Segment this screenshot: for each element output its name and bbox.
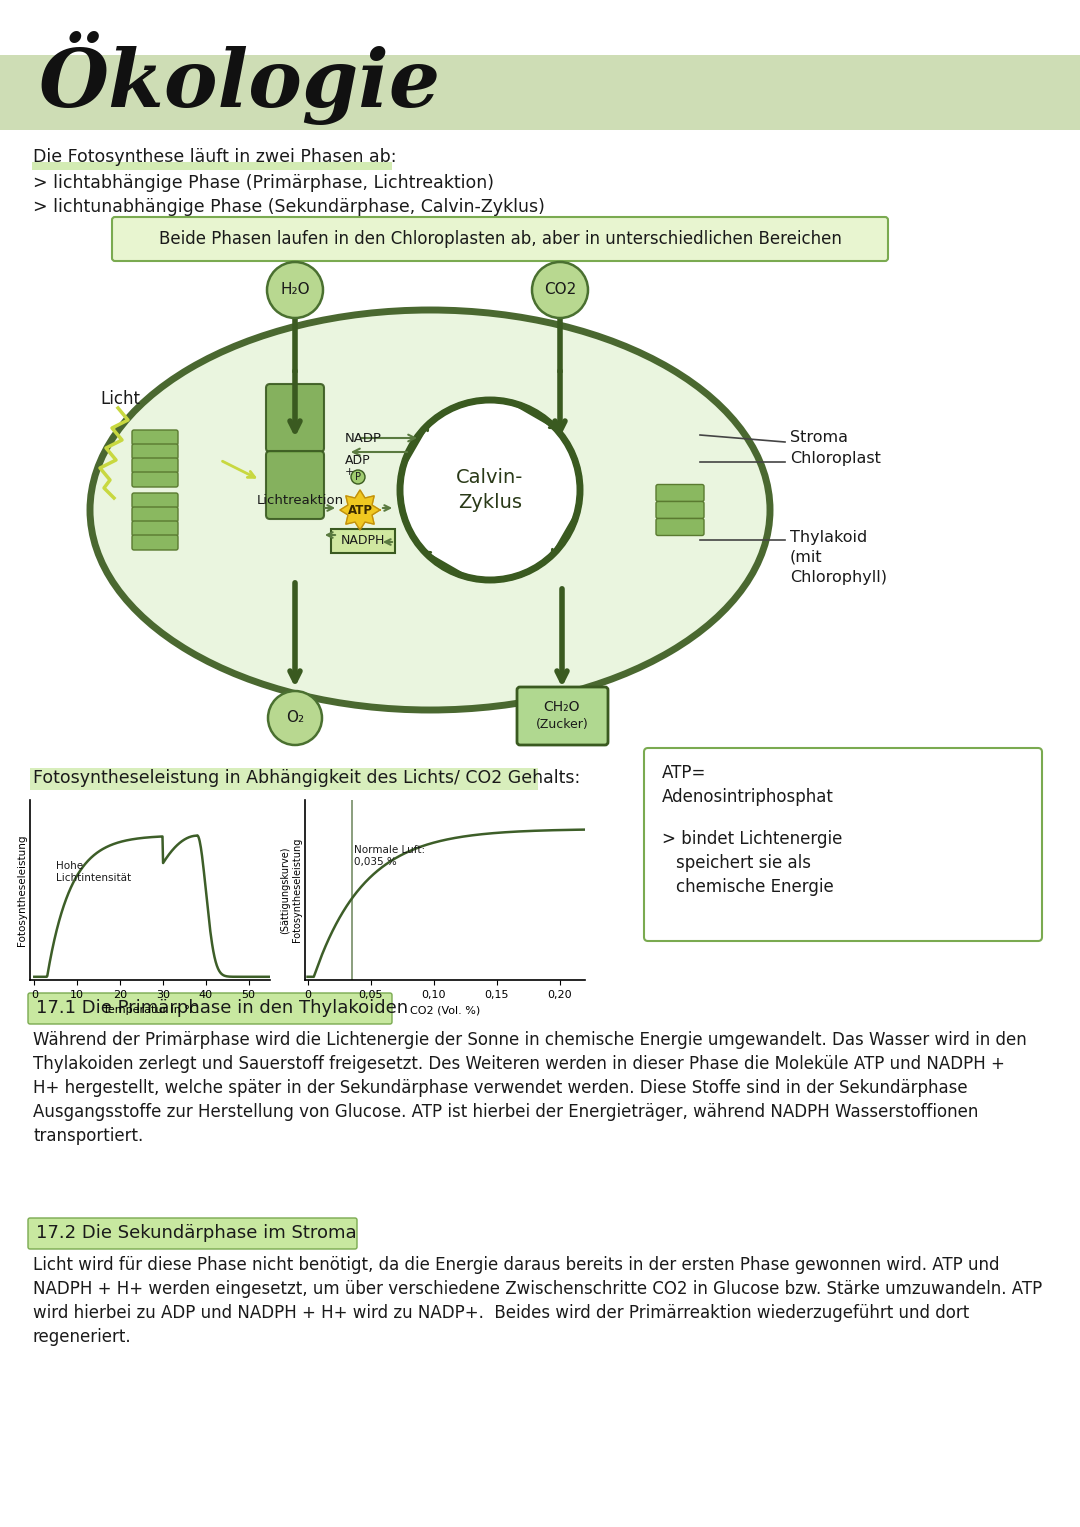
Text: (Zucker): (Zucker) [536,718,589,731]
Text: 17.2 Die Sekundärphase im Stroma: 17.2 Die Sekundärphase im Stroma [36,1225,356,1241]
FancyBboxPatch shape [132,534,178,550]
Circle shape [268,692,322,745]
Text: chemische Energie: chemische Energie [676,878,834,896]
Text: Licht: Licht [100,389,140,408]
Text: 17.1 Die Primärphase in den Thylakoiden: 17.1 Die Primärphase in den Thylakoiden [36,999,408,1017]
Text: wird hierbei zu ADP und NADPH + H+ wird zu NADP+.  Beides wird der Primärreaktio: wird hierbei zu ADP und NADPH + H+ wird … [33,1304,969,1322]
Text: NADPH + H+ werden eingesetzt, um über verschiedene Zwischenschritte CO2 in Gluco: NADPH + H+ werden eingesetzt, um über ve… [33,1280,1042,1298]
Text: Lichtreaktion: Lichtreaktion [257,493,345,507]
Text: > lichtunabhängige Phase (Sekundärphase, Calvin-Zyklus): > lichtunabhängige Phase (Sekundärphase,… [33,199,545,215]
Text: Ökologie: Ökologie [38,31,441,125]
X-axis label: CO2 (Vol. %): CO2 (Vol. %) [410,1005,481,1015]
FancyBboxPatch shape [656,484,704,501]
Text: ATP: ATP [348,504,373,516]
Text: P: P [355,472,361,483]
Text: Chloroplast: Chloroplast [789,450,881,466]
FancyBboxPatch shape [28,993,392,1025]
Y-axis label: (Sättigungskurve)
Fotosyntheseleistung: (Sättigungskurve) Fotosyntheseleistung [281,838,302,942]
Circle shape [351,470,365,484]
Text: Calvin-
Zyklus: Calvin- Zyklus [457,467,524,512]
Text: NADP: NADP [345,432,382,444]
Bar [32,162,392,169]
FancyBboxPatch shape [330,528,395,553]
Text: Stroma: Stroma [789,431,848,446]
FancyBboxPatch shape [132,431,178,444]
FancyBboxPatch shape [132,521,178,536]
Text: Thylakoiden zerlegt und Sauerstoff freigesetzt. Des Weiteren werden in dieser Ph: Thylakoiden zerlegt und Sauerstoff freig… [33,1055,1004,1073]
FancyBboxPatch shape [266,383,324,452]
FancyBboxPatch shape [132,507,178,522]
Text: Ausgangsstoffe zur Herstellung von Glucose. ATP ist hierbei der Energieträger, w: Ausgangsstoffe zur Herstellung von Gluco… [33,1102,978,1121]
Text: ADP: ADP [345,454,370,467]
Text: H+ hergestellt, welche später in der Sekundärphase verwendet werden. Diese Stoff: H+ hergestellt, welche später in der Sek… [33,1080,968,1096]
Bar [0,55,1080,130]
Text: Fotosyntheseleistung in Abhängigkeit des Lichts/ CO2 Gehalts:: Fotosyntheseleistung in Abhängigkeit des… [33,770,580,786]
Text: Die Fotosynthese läuft in zwei Phasen ab:: Die Fotosynthese läuft in zwei Phasen ab… [33,148,396,166]
FancyBboxPatch shape [656,519,704,536]
Polygon shape [340,490,380,530]
Text: > lichtabhängige Phase (Primärphase, Lichtreaktion): > lichtabhängige Phase (Primärphase, Lic… [33,174,494,192]
Text: > bindet Lichtenergie: > bindet Lichtenergie [662,831,842,847]
FancyBboxPatch shape [28,1219,357,1249]
Text: H₂O: H₂O [280,282,310,298]
FancyBboxPatch shape [132,458,178,473]
Text: transportiert.: transportiert. [33,1127,144,1145]
X-axis label: Temperatur in °C: Temperatur in °C [103,1005,198,1015]
Text: NADPH: NADPH [341,534,386,548]
Text: ATP=: ATP= [662,764,706,782]
Text: O₂: O₂ [286,710,305,725]
Bar [30,768,538,789]
FancyBboxPatch shape [656,501,704,519]
Text: CO2: CO2 [544,282,576,298]
FancyBboxPatch shape [132,472,178,487]
Text: Während der Primärphase wird die Lichtenergie der Sonne in chemische Energie umg: Während der Primärphase wird die Lichten… [33,1031,1027,1049]
FancyBboxPatch shape [266,450,324,519]
FancyBboxPatch shape [644,748,1042,941]
Circle shape [267,263,323,318]
Text: Adenosintriphosphat: Adenosintriphosphat [662,788,834,806]
FancyBboxPatch shape [112,217,888,261]
Text: Beide Phasen laufen in den Chloroplasten ab, aber in unterschiedlichen Bereichen: Beide Phasen laufen in den Chloroplasten… [159,231,841,247]
Text: Normale Luft:
0,035 %: Normale Luft: 0,035 % [354,844,426,867]
Text: CH₂O: CH₂O [543,699,580,715]
FancyBboxPatch shape [517,687,608,745]
Text: regeneriert.: regeneriert. [33,1328,132,1345]
Text: speichert sie als: speichert sie als [676,854,811,872]
Text: Licht wird für diese Phase nicht benötigt, da die Energie daraus bereits in der : Licht wird für diese Phase nicht benötig… [33,1257,999,1274]
Circle shape [532,263,588,318]
Ellipse shape [90,310,770,710]
Text: Hohe
Lichtintensität: Hohe Lichtintensität [56,861,131,884]
Y-axis label: Fotosyntheseleistung: Fotosyntheseleistung [17,834,27,945]
FancyBboxPatch shape [132,444,178,460]
Text: Thylakoid
(mit
Chlorophyll): Thylakoid (mit Chlorophyll) [789,530,887,585]
Circle shape [400,400,580,580]
FancyBboxPatch shape [132,493,178,508]
Text: +: + [345,467,354,476]
